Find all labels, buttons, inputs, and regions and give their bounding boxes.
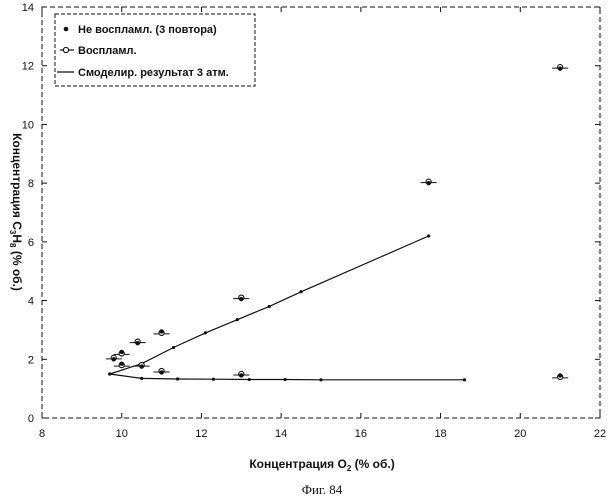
x-tick-label: 20 [514, 428, 526, 440]
model-point [140, 377, 143, 380]
not-ignited-point [135, 341, 139, 345]
y-tick-label: 8 [28, 178, 34, 190]
y-tick-label: 0 [28, 413, 34, 425]
not-ignited-point [112, 357, 116, 361]
model-point [212, 378, 215, 381]
model-point [176, 377, 179, 380]
not-ignited-point [159, 329, 163, 333]
legend-label-not-ignited: Не воспламл. (3 повтора) [78, 24, 217, 36]
x-axis-title: Концентрация O2 (% об.) [249, 457, 394, 473]
y-tick-label: 6 [28, 237, 34, 249]
not-ignited-point [239, 373, 243, 377]
model-point [204, 331, 207, 334]
x-tick-label: 22 [594, 428, 606, 440]
x-tick-label: 8 [39, 428, 45, 440]
model-line-lower [110, 374, 465, 380]
model-point [427, 234, 430, 237]
model-point [172, 346, 175, 349]
not-ignited-point [239, 297, 243, 301]
model-point [236, 318, 239, 321]
model-point [268, 305, 271, 308]
figure-caption: Фиг. 84 [302, 482, 343, 497]
x-tick-label: 12 [195, 428, 207, 440]
legend-marker-not-ignited [64, 27, 69, 32]
y-tick-label: 10 [22, 119, 34, 131]
x-tick-label: 10 [116, 428, 128, 440]
legend-label-model: Смоделир. результат 3 атм. [78, 67, 229, 79]
y-tick-label: 12 [22, 61, 34, 73]
model-lines [108, 234, 466, 381]
not-ignited-point [120, 361, 124, 365]
y-tick-label: 14 [22, 2, 34, 14]
not-ignited-point [426, 181, 430, 185]
y-tick-label: 4 [28, 296, 34, 308]
x-tick-label: 14 [275, 428, 287, 440]
y-axis-title: Концентрация C3H8 (% об.) [8, 133, 24, 291]
model-point [463, 378, 466, 381]
y-tick-label: 2 [28, 354, 34, 366]
legend: Не воспламл. (3 повтора) Воспламл. Смоде… [55, 14, 255, 86]
legend-label-ignited: Воспламл. [78, 45, 137, 57]
model-point [284, 378, 287, 381]
model-point [299, 290, 302, 293]
model-point [108, 372, 111, 375]
x-tick-label: 16 [355, 428, 367, 440]
data-points [106, 65, 568, 380]
model-point [319, 378, 322, 381]
x-tick-label: 18 [434, 428, 446, 440]
legend-marker-ignited [63, 47, 68, 52]
not-ignited-point [558, 373, 562, 377]
not-ignited-point [120, 350, 124, 354]
not-ignited-point [159, 370, 163, 374]
not-ignited-point [558, 66, 562, 70]
not-ignited-point [139, 364, 143, 368]
model-point [248, 378, 251, 381]
